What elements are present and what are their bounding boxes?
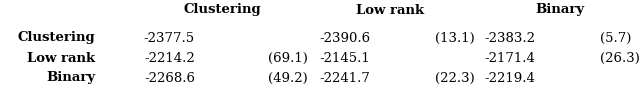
Text: (26.3): (26.3): [600, 51, 640, 65]
Text: Clustering: Clustering: [183, 3, 261, 17]
Text: Low rank: Low rank: [27, 51, 95, 65]
Text: -2171.4: -2171.4: [484, 51, 535, 65]
Text: Binary: Binary: [536, 3, 584, 17]
Text: (69.1): (69.1): [268, 51, 308, 65]
Text: -2219.4: -2219.4: [484, 71, 535, 85]
Text: Clustering: Clustering: [17, 31, 95, 44]
Text: (22.3): (22.3): [435, 71, 475, 85]
Text: -2214.2: -2214.2: [144, 51, 195, 65]
Text: -2145.1: -2145.1: [319, 51, 370, 65]
Text: Binary: Binary: [46, 71, 95, 85]
Text: (5.7): (5.7): [600, 31, 632, 44]
Text: -2383.2: -2383.2: [484, 31, 535, 44]
Text: -2241.7: -2241.7: [319, 71, 370, 85]
Text: -2390.6: -2390.6: [319, 31, 370, 44]
Text: Low rank: Low rank: [356, 3, 424, 17]
Text: -2268.6: -2268.6: [144, 71, 195, 85]
Text: (49.2): (49.2): [268, 71, 308, 85]
Text: (13.1): (13.1): [435, 31, 475, 44]
Text: -2377.5: -2377.5: [144, 31, 195, 44]
